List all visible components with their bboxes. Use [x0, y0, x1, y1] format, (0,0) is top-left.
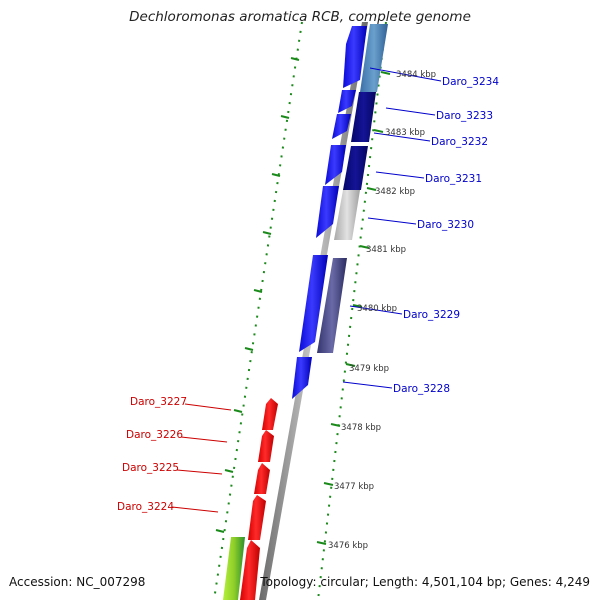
map-title: Dechloromonas aromatica RCB, complete ge… — [129, 9, 471, 25]
gene-arrow-daro-3229[interactable] — [299, 255, 328, 352]
kbp-label-3481: 3481 kbp — [366, 245, 406, 255]
gene-label-daro-3226[interactable]: Daro_3226 — [126, 429, 183, 441]
kbp-label-3482: 3482 kbp — [375, 187, 415, 197]
gene-arrow-daro-3224[interactable] — [248, 495, 266, 540]
kbp-label-3478: 3478 kbp — [341, 423, 381, 433]
reverse-label-leaders — [171, 403, 232, 513]
inner-tick-ring — [213, 21, 303, 600]
gene-arrow-daro-3226[interactable] — [258, 430, 274, 462]
genome-summary-text: Topology: circular; Length: 4,501,104 bp… — [260, 575, 590, 589]
gene-arrow-daro-3234[interactable] — [343, 26, 367, 88]
gene-label-daro-3230[interactable]: Daro_3230 — [417, 219, 474, 231]
gene-label-daro-3227[interactable]: Daro_3227 — [130, 396, 187, 408]
forward-gene-track — [292, 26, 367, 399]
forward-gene-labels: Daro_3234 Daro_3233 Daro_3232 Daro_3231 … — [393, 76, 499, 395]
gene-arrow-daro-3228[interactable] — [292, 357, 312, 399]
feature-block-slate — [317, 258, 347, 353]
feature-track — [317, 24, 388, 353]
kbp-label-3479: 3479 kbp — [349, 364, 389, 374]
gene-arrow-red-partial[interactable] — [240, 540, 260, 600]
gene-label-daro-3233[interactable]: Daro_3233 — [436, 110, 493, 122]
accession-text: Accession: NC_007298 — [9, 575, 146, 589]
gene-label-daro-3229[interactable]: Daro_3229 — [403, 309, 460, 321]
gene-arrow-daro-3225[interactable] — [254, 463, 270, 494]
gene-label-daro-3234[interactable]: Daro_3234 — [442, 76, 499, 88]
kbp-label-3483: 3483 kbp — [385, 128, 425, 138]
forward-label-leaders — [342, 67, 442, 389]
gene-arrow-daro-3230[interactable] — [316, 186, 339, 238]
feature-block-navy-2 — [343, 146, 368, 190]
gene-arrow-daro-3232[interactable] — [332, 114, 351, 139]
gene-label-daro-3231[interactable]: Daro_3231 — [425, 173, 482, 185]
gene-arrow-daro-3231[interactable] — [325, 145, 346, 185]
reverse-gene-labels: Daro_3227 Daro_3226 Daro_3225 Daro_3224 — [117, 396, 187, 513]
feature-block-steelblue — [360, 24, 388, 92]
gene-label-daro-3224[interactable]: Daro_3224 — [117, 501, 174, 513]
feature-block-navy-1 — [351, 92, 376, 142]
kbp-labels: 3484 kbp 3483 kbp 3482 kbp 3481 kbp 3480… — [328, 70, 436, 551]
gene-arrow-daro-3233[interactable] — [338, 90, 356, 113]
kbp-label-3477: 3477 kbp — [334, 482, 374, 492]
gene-label-daro-3228[interactable]: Daro_3228 — [393, 383, 450, 395]
reverse-gene-track — [240, 398, 278, 600]
gene-label-daro-3225[interactable]: Daro_3225 — [122, 462, 179, 474]
feature-block-grey — [334, 190, 360, 240]
kbp-label-3484: 3484 kbp — [396, 70, 436, 80]
gene-arrow-daro-3227[interactable] — [262, 398, 278, 430]
kbp-label-3476: 3476 kbp — [328, 541, 368, 551]
inner-ring-major-ticks — [215, 57, 300, 533]
gene-label-daro-3232[interactable]: Daro_3232 — [431, 136, 488, 148]
kbp-label-3480: 3480 kbp — [357, 304, 397, 314]
outer-ring-major-ticks — [316, 71, 391, 545]
feature-block-green — [223, 537, 245, 600]
